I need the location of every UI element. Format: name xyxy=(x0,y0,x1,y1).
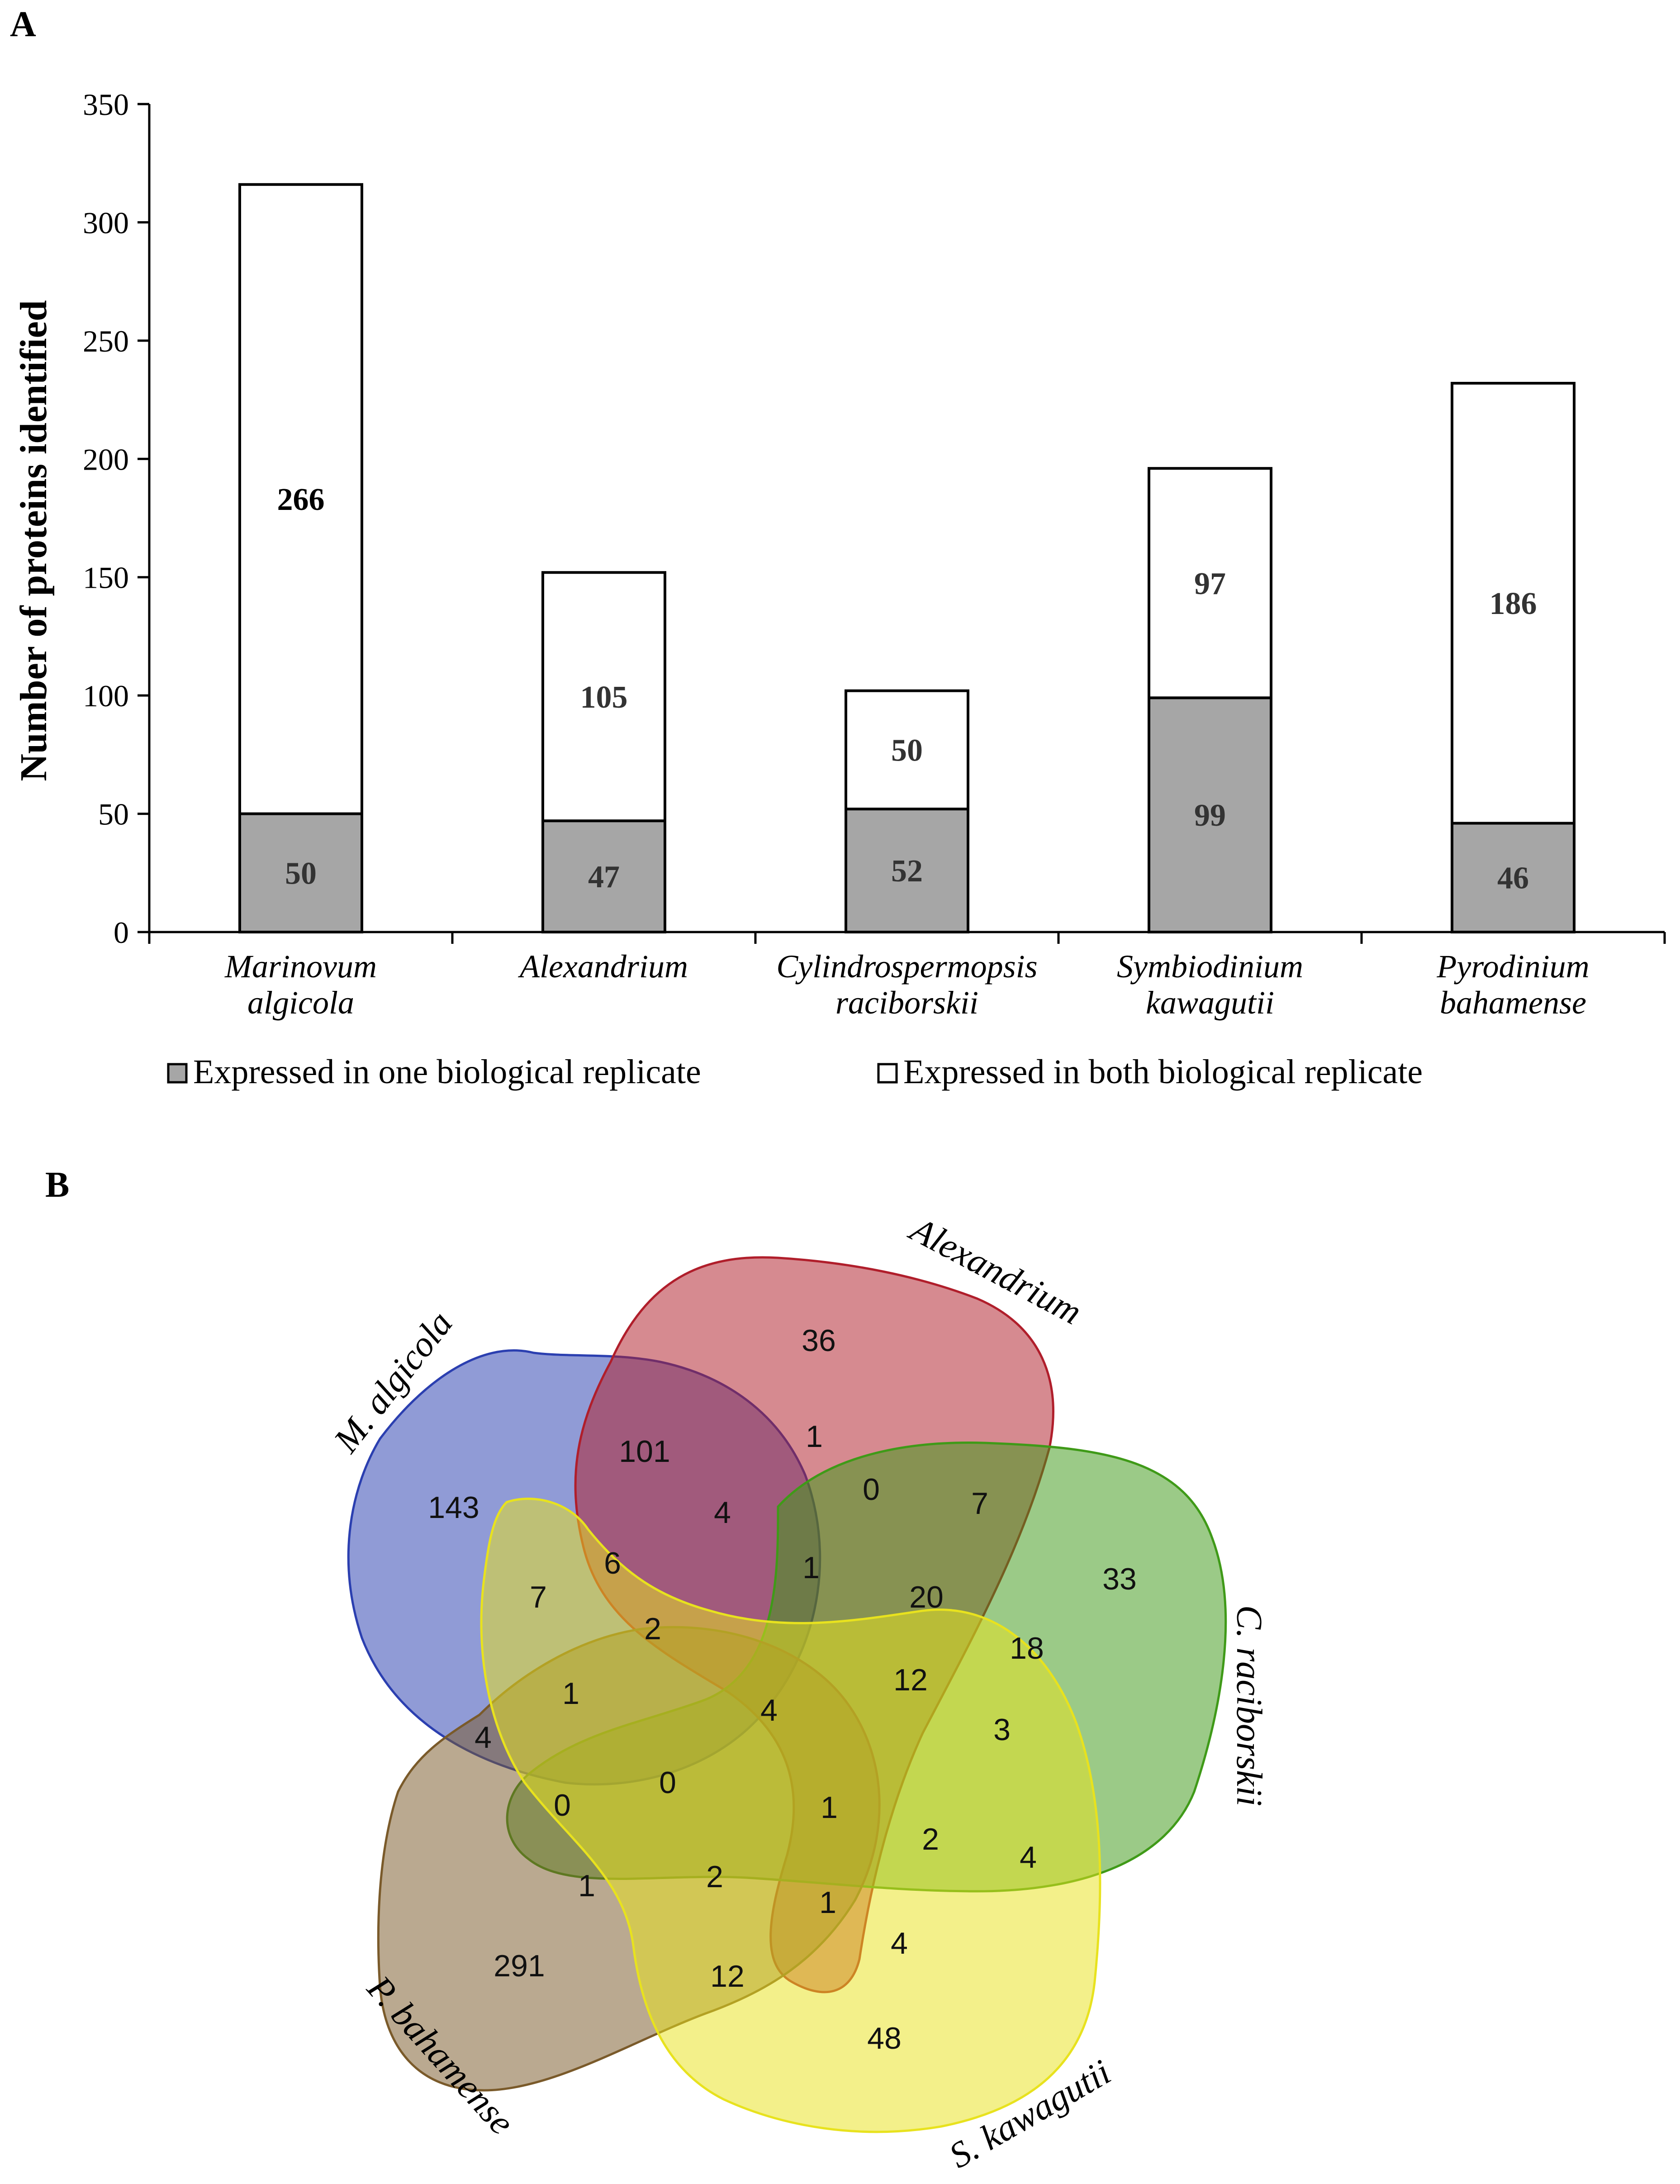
venn-count: 6 xyxy=(604,1546,621,1580)
venn-count: 2 xyxy=(644,1612,661,1646)
venn-count: 12 xyxy=(893,1663,928,1697)
y-axis: 0 50 100 150 200 250 300 350 xyxy=(83,87,151,950)
venn-count: 4 xyxy=(891,1926,908,1960)
legend-swatch xyxy=(167,1063,188,1084)
venn-count: 0 xyxy=(554,1788,571,1822)
bar-label-both: 105 xyxy=(580,680,628,715)
venn-count: 7 xyxy=(530,1580,547,1614)
bar-label-one: 50 xyxy=(285,856,317,891)
bar-label-one: 52 xyxy=(891,854,923,889)
venn-count: 1 xyxy=(578,1869,595,1903)
venn-count: 7 xyxy=(971,1486,988,1521)
venn-set-s-kawagutii xyxy=(480,1498,1101,2133)
venn-count: 143 xyxy=(428,1490,479,1525)
venn-count: 4 xyxy=(714,1495,731,1530)
venn-count: 291 xyxy=(494,1949,545,1983)
bar-label-one: 99 xyxy=(1194,798,1226,833)
venn-count: 0 xyxy=(659,1765,676,1800)
bar-one-replicate xyxy=(1451,822,1576,933)
venn-count: 1 xyxy=(821,1790,838,1825)
x-tick-label: bahamense xyxy=(1440,985,1586,1021)
venn-count: 3 xyxy=(993,1713,1011,1747)
bar-both-replicates xyxy=(1451,381,1576,825)
venn-count: 20 xyxy=(909,1580,944,1614)
venn-label-c-raciborskii: C. raciborskii xyxy=(1229,1605,1269,1806)
venn-count: 1 xyxy=(562,1676,579,1711)
x-tick-label: Alexandrium xyxy=(518,948,688,985)
bar-label-one: 47 xyxy=(588,860,620,895)
bar-one-replicate xyxy=(845,808,969,933)
x-tick-label: Marinovum xyxy=(224,948,377,985)
bar-label-both: 266 xyxy=(277,482,325,517)
panel-a-label: A xyxy=(10,5,36,44)
y-tick-label: 350 xyxy=(83,87,129,122)
y-tick-label: 250 xyxy=(83,324,129,358)
bar-label-both: 97 xyxy=(1194,566,1226,601)
venn-count: 36 xyxy=(802,1323,836,1358)
y-tick-label: 50 xyxy=(98,797,129,832)
y-axis-title: Number of proteins identified xyxy=(13,300,55,781)
venn-count: 1 xyxy=(806,1419,823,1454)
venn-count: 4 xyxy=(475,1720,492,1755)
venn-count: 12 xyxy=(710,1959,745,1994)
bar-both-replicates xyxy=(1148,467,1272,699)
x-tick-label: Pyrodinium xyxy=(1436,948,1589,985)
panel-b-label: B xyxy=(45,1165,69,1205)
x-tick-label: kawagutii xyxy=(1146,985,1274,1021)
legend-swatch xyxy=(877,1063,898,1084)
legend-label: Expressed in both biological replicate xyxy=(903,1053,1423,1091)
bar-one-replicate xyxy=(238,812,363,933)
venn-count: 1 xyxy=(819,1885,836,1920)
venn-count: 4 xyxy=(1020,1840,1037,1875)
x-tick-label: Cylindrospermopsis xyxy=(776,948,1037,985)
venn-count: 48 xyxy=(867,2021,902,2056)
venn-count: 0 xyxy=(863,1472,880,1507)
venn-count: 33 xyxy=(1102,1562,1137,1596)
bar-label-both: 186 xyxy=(1490,586,1537,621)
x-tick-label: raciborskii xyxy=(835,985,978,1021)
y-tick-label: 100 xyxy=(83,679,129,713)
bar-one-replicate xyxy=(541,819,666,934)
bar-both-replicates xyxy=(845,689,969,811)
bar-label-one: 46 xyxy=(1497,861,1529,896)
venn-count: 101 xyxy=(619,1434,670,1469)
venn-count: 1 xyxy=(802,1551,820,1585)
venn-counts: 36 101 143 1 0 7 4 1 20 33 7 6 2 18 1 4 … xyxy=(428,1323,1137,2056)
venn-count: 4 xyxy=(760,1693,778,1727)
venn-count: 2 xyxy=(922,1822,939,1856)
bar-label-both: 50 xyxy=(891,733,923,768)
y-tick-label: 150 xyxy=(83,561,129,595)
venn-count: 2 xyxy=(706,1860,723,1894)
x-tick-label: Symbiodinium xyxy=(1117,948,1303,985)
y-tick-label: 200 xyxy=(83,442,129,476)
venn-count: 18 xyxy=(1010,1631,1044,1665)
legend-label: Expressed in one biological replicate xyxy=(193,1053,701,1091)
legend: Expressed in one biological replicate Exp… xyxy=(167,1053,1423,1091)
bars: 266 50 105 47 50 52 97 99 186 46 xyxy=(238,183,1576,934)
x-tick-label: algicola xyxy=(247,985,354,1021)
y-tick-label: 0 xyxy=(114,915,129,950)
venn-diagram: 36 101 143 1 0 7 4 1 20 33 7 6 2 18 1 4 … xyxy=(326,1209,1269,2176)
y-tick-label: 300 xyxy=(83,205,129,240)
bar-one-replicate xyxy=(1148,696,1272,934)
